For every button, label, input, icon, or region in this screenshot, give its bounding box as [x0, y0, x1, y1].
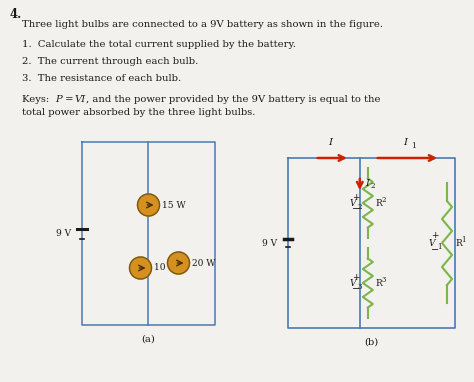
Text: 1: 1: [437, 243, 441, 251]
Text: 2.  The current through each bulb.: 2. The current through each bulb.: [22, 57, 198, 66]
Text: Keys:: Keys:: [22, 95, 55, 104]
Text: 1.  Calculate the total current supplied by the battery.: 1. Calculate the total current supplied …: [22, 40, 296, 49]
Text: 10 W: 10 W: [155, 264, 178, 272]
Text: (b): (b): [365, 338, 379, 347]
Text: 4.: 4.: [10, 8, 22, 21]
Text: +: +: [352, 272, 360, 282]
Text: 1: 1: [411, 142, 416, 150]
Text: Three light bulbs are connected to a 9V battery as shown in the figure.: Three light bulbs are connected to a 9V …: [22, 20, 383, 29]
Text: 2: 2: [371, 182, 375, 190]
Circle shape: [129, 257, 152, 279]
Text: I: I: [365, 178, 369, 188]
Text: −: −: [352, 204, 360, 214]
Circle shape: [137, 194, 159, 216]
Text: 15 W: 15 W: [163, 201, 186, 209]
Text: R: R: [376, 199, 383, 207]
Text: +: +: [431, 231, 439, 241]
Text: −: −: [352, 284, 360, 294]
Text: V: V: [349, 199, 356, 207]
Text: 2: 2: [358, 203, 362, 211]
Text: 9 V: 9 V: [263, 238, 278, 248]
Text: R: R: [376, 278, 383, 288]
Text: (a): (a): [142, 335, 155, 344]
Text: I: I: [403, 138, 408, 147]
Circle shape: [167, 252, 190, 274]
Text: , and the power provided by the 9V battery is equal to the: , and the power provided by the 9V batte…: [86, 95, 381, 104]
Text: −: −: [431, 245, 439, 255]
Text: 2: 2: [382, 196, 386, 204]
Text: VI: VI: [74, 95, 85, 104]
Text: 9 V: 9 V: [56, 229, 72, 238]
Text: 20 W: 20 W: [192, 259, 216, 267]
Text: P: P: [55, 95, 62, 104]
Text: +: +: [352, 193, 360, 201]
Text: =: =: [62, 95, 77, 104]
Text: total power absorbed by the three light bulbs.: total power absorbed by the three light …: [22, 108, 255, 117]
Text: 3.  The resistance of each bulb.: 3. The resistance of each bulb.: [22, 74, 181, 83]
Text: R: R: [455, 238, 462, 248]
Text: 1: 1: [461, 236, 465, 244]
Text: V: V: [349, 278, 356, 288]
Text: I: I: [328, 138, 332, 147]
Text: 3: 3: [382, 276, 386, 284]
Text: 3: 3: [358, 283, 362, 291]
Text: V: V: [428, 238, 435, 248]
